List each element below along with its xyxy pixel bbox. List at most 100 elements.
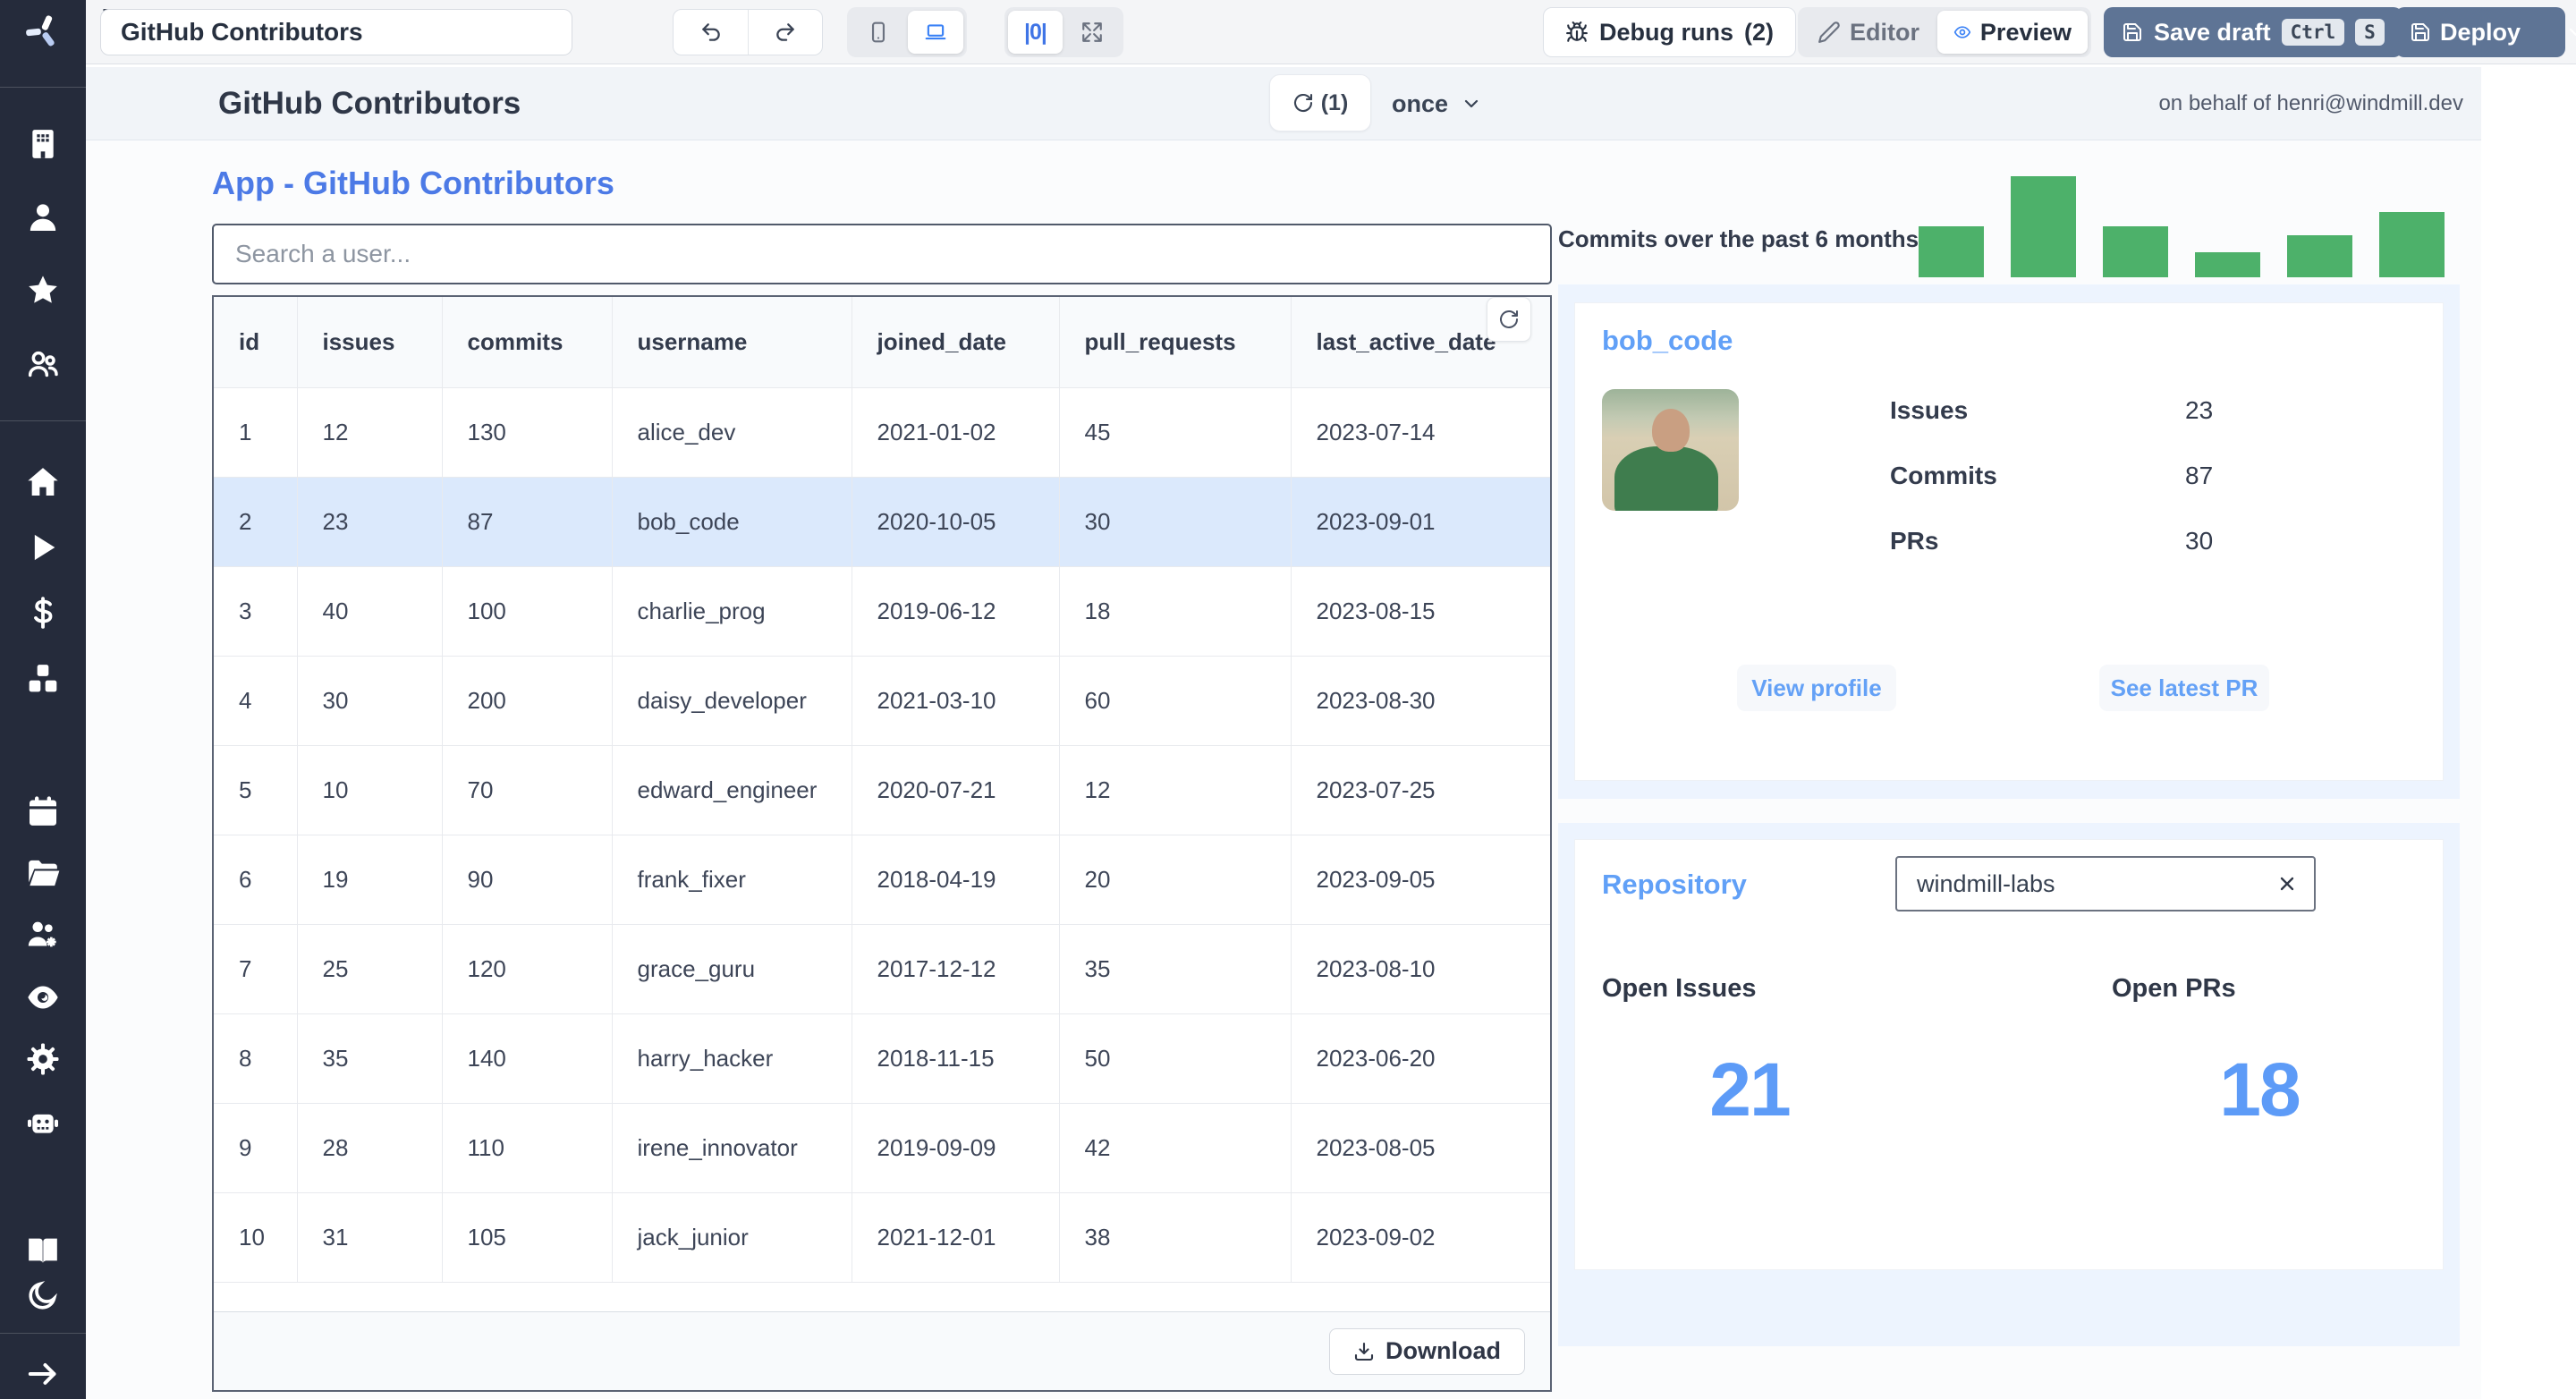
table-row[interactable]: 7 25 120 grace_guru 2017-12-12 35 2023-08-10	[214, 923, 1550, 1013]
table-filler-row	[214, 1282, 1550, 1311]
table-row[interactable]: 3 40 100 charlie_prog 2019-06-12 18 2023-08-15	[214, 565, 1550, 656]
user-panel: bob_code Issues 23 Commits 87 PRs 30 Vie…	[1558, 284, 2460, 799]
column-header[interactable]: username	[611, 297, 852, 387]
repository-input[interactable]	[1895, 856, 2316, 911]
stat-value: 30	[2185, 527, 2214, 555]
sidebar-item-groups[interactable]	[0, 343, 86, 386]
chevron-down-icon	[1464, 99, 1479, 108]
bar	[1919, 226, 1984, 277]
redo-button[interactable]	[748, 10, 822, 55]
save-draft-label: Save draft	[2154, 18, 2271, 46]
open-issues-metric: Open Issues 21	[1602, 974, 1897, 1133]
undo-button[interactable]	[674, 10, 748, 55]
stat-row-issues: Issues 23	[1890, 396, 2391, 427]
sidebar-divider	[0, 420, 86, 421]
username-heading: bob_code	[1602, 325, 1733, 356]
deploy-main[interactable]: Deploy	[2395, 19, 2535, 47]
app-title-input[interactable]	[100, 9, 572, 55]
sidebar-item-settings[interactable]	[0, 1038, 86, 1081]
sidebar-item-workspace[interactable]	[0, 123, 86, 165]
open-issues-value: 21	[1709, 1047, 1791, 1132]
table-row[interactable]: 6 19 90 frank_fixer 2018-04-19 20 2023-09-05	[214, 834, 1550, 924]
table-row[interactable]: 1 12 130 alice_dev 2021-01-02 45 2023-07-14	[214, 386, 1550, 477]
fullwidth-layout-button[interactable]	[1064, 11, 1120, 54]
download-icon	[1354, 1342, 1374, 1361]
table-row[interactable]: 4 30 200 daisy_developer 2021-03-10 60 2023-08…	[214, 655, 1550, 745]
app-page-title: App - GitHub Contributors	[212, 165, 614, 201]
open-prs-value: 18	[2219, 1047, 2301, 1132]
sidebar-item-home[interactable]	[0, 461, 86, 504]
sidebar-item-runs[interactable]	[0, 526, 86, 569]
table-refresh-button[interactable]	[1487, 297, 1531, 342]
sidebar-item-theme-toggle[interactable]	[0, 1274, 86, 1317]
editor-tab-label: Editor	[1850, 18, 1919, 46]
bar	[2379, 212, 2445, 277]
layout-toggle-group: |0|	[1004, 7, 1123, 57]
table-row[interactable]: 9 28 110 irene_innovator 2019-09-09 42 2023-08…	[214, 1102, 1550, 1192]
column-header[interactable]: issues	[296, 297, 442, 387]
column-header[interactable]: commits	[441, 297, 612, 387]
editor-toolbar: |0| ⋮ Debug runs (2) Editor Preview Sa	[86, 0, 2576, 64]
schedule-dropdown[interactable]: once	[1392, 67, 1482, 140]
table-row[interactable]: 10 31 105 jack_junior 2021-12-01 38 2023-09-02	[214, 1191, 1550, 1282]
deploy-dropdown-button[interactable]	[2556, 21, 2576, 43]
desktop-view-button[interactable]	[908, 11, 963, 54]
sidebar-item-workers[interactable]	[0, 913, 86, 956]
mobile-view-button[interactable]	[851, 11, 906, 54]
table-row[interactable]: 2 23 87 bob_code 2020-10-05 30 2023-09-01	[214, 476, 1550, 566]
preview-tab[interactable]: Preview	[1937, 11, 2088, 54]
sidebar-item-audit-logs[interactable]	[0, 976, 86, 1019]
table-row[interactable]: 8 35 140 harry_hacker 2018-11-15 50 2023-06-20	[214, 1013, 1550, 1103]
repository-heading: Repository	[1602, 869, 1747, 900]
pencil-icon	[1818, 21, 1840, 43]
sidebar-item-schedules[interactable]	[0, 790, 86, 833]
debug-runs-label: Debug runs	[1599, 18, 1734, 46]
stat-label: Issues	[1890, 396, 1969, 424]
clear-input-button[interactable]	[2271, 868, 2303, 900]
sidebar-item-favorites[interactable]	[0, 269, 86, 312]
windmill-logo[interactable]	[0, 9, 86, 52]
sidebar-item-variables[interactable]	[0, 591, 86, 634]
refresh-icon	[1500, 310, 1518, 328]
sidebar-item-folders[interactable]	[0, 852, 86, 895]
debug-runs-button[interactable]: Debug runs (2)	[1543, 7, 1797, 57]
commits-chart-label: Commits over the past 6 months:	[1558, 225, 1927, 252]
download-label: Download	[1385, 1337, 1501, 1364]
commits-bar-chart	[1919, 176, 2455, 277]
deploy-label: Deploy	[2440, 18, 2521, 46]
sidebar-item-user[interactable]	[0, 196, 86, 239]
deploy-button[interactable]: Deploy	[2395, 7, 2576, 57]
app-header-bar: GitHub Contributors (1) once on behalf o…	[86, 67, 2481, 140]
save-draft-button[interactable]: Save draft Ctrl S	[2104, 7, 2402, 57]
table-head-row: id issues commits username joined_date pull_r…	[214, 297, 1550, 387]
column-header[interactable]: id	[214, 297, 297, 387]
editor-preview-toggle: Editor Preview	[1798, 7, 2091, 57]
search-input[interactable]	[212, 224, 1552, 284]
see-latest-pr-button[interactable]: See latest PR	[2099, 665, 2269, 711]
user-card: bob_code Issues 23 Commits 87 PRs 30 Vie…	[1574, 302, 2444, 781]
view-profile-button[interactable]: View profile	[1737, 665, 1896, 711]
bug-icon	[1566, 21, 1588, 42]
save-icon	[2123, 23, 2141, 41]
avatar-head	[1652, 409, 1690, 452]
centered-layout-icon: |0|	[1024, 19, 1047, 45]
sidebar-collapse-arrow-icon[interactable]	[0, 1352, 86, 1395]
table-row[interactable]: 5 10 70 edward_engineer 2020-07-21 12 2023-07-…	[214, 744, 1550, 835]
avatar-shirt	[1614, 446, 1718, 511]
bar	[2011, 176, 2076, 277]
column-header[interactable]: joined_date	[851, 297, 1059, 387]
sidebar-item-docs[interactable]	[0, 1229, 86, 1272]
avatar	[1602, 389, 1739, 511]
editor-tab[interactable]: Editor	[1801, 11, 1936, 54]
app-refresh-button[interactable]: (1)	[1269, 74, 1371, 131]
download-button[interactable]: Download	[1329, 1327, 1525, 1375]
sidebar-item-ai[interactable]	[0, 1101, 86, 1144]
sidebar-item-resources[interactable]	[0, 657, 86, 700]
stat-row-prs: PRs 30	[1890, 527, 2391, 557]
repository-input-wrap	[1895, 856, 2316, 911]
centered-layout-button[interactable]: |0|	[1008, 11, 1063, 54]
stat-label: Commits	[1890, 462, 1997, 489]
column-header[interactable]: pull_requests	[1058, 297, 1291, 387]
open-issues-label: Open Issues	[1602, 974, 1757, 1003]
